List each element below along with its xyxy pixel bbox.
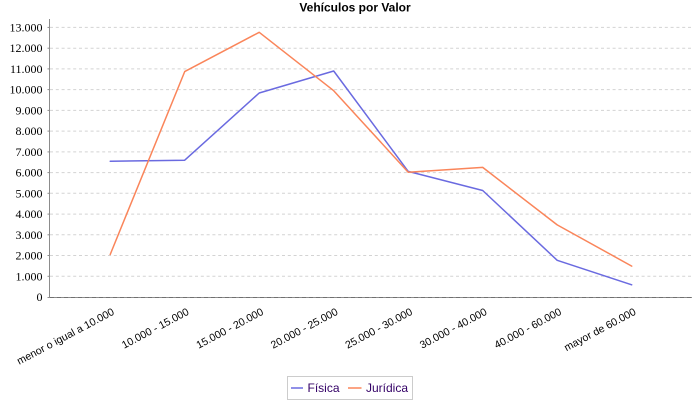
svg-text:menor o igual a 10.000: menor o igual a 10.000 bbox=[15, 306, 116, 368]
svg-text:Jurídica: Jurídica bbox=[366, 381, 408, 395]
svg-text:9.000: 9.000 bbox=[16, 103, 43, 117]
svg-text:20.000 - 25.000: 20.000 - 25.000 bbox=[269, 306, 340, 351]
svg-text:10.000: 10.000 bbox=[10, 83, 43, 97]
svg-text:40.000 - 60.000: 40.000 - 60.000 bbox=[492, 306, 563, 351]
svg-text:1.000: 1.000 bbox=[16, 269, 43, 283]
svg-text:0: 0 bbox=[37, 290, 43, 304]
svg-text:10.000 - 15.000: 10.000 - 15.000 bbox=[120, 306, 191, 351]
svg-text:11.000: 11.000 bbox=[10, 62, 43, 76]
svg-text:13.000: 13.000 bbox=[10, 20, 43, 34]
svg-text:15.000 - 20.000: 15.000 - 20.000 bbox=[194, 306, 265, 351]
svg-text:8.000: 8.000 bbox=[16, 124, 43, 138]
svg-text:2.000: 2.000 bbox=[16, 249, 43, 263]
svg-text:Vehículos por Valor: Vehículos por Valor bbox=[299, 1, 411, 15]
svg-text:25.000 - 30.000: 25.000 - 30.000 bbox=[343, 306, 414, 351]
svg-text:12.000: 12.000 bbox=[10, 41, 43, 55]
svg-text:5.000: 5.000 bbox=[16, 186, 43, 200]
svg-text:7.000: 7.000 bbox=[16, 145, 43, 159]
svg-text:6.000: 6.000 bbox=[16, 166, 43, 180]
svg-text:30.000 - 40.000: 30.000 - 40.000 bbox=[418, 306, 489, 351]
svg-text:Física: Física bbox=[308, 381, 340, 395]
svg-text:mayor de 60.000: mayor de 60.000 bbox=[562, 306, 638, 354]
svg-text:3.000: 3.000 bbox=[16, 228, 43, 242]
svg-text:4.000: 4.000 bbox=[16, 207, 43, 221]
